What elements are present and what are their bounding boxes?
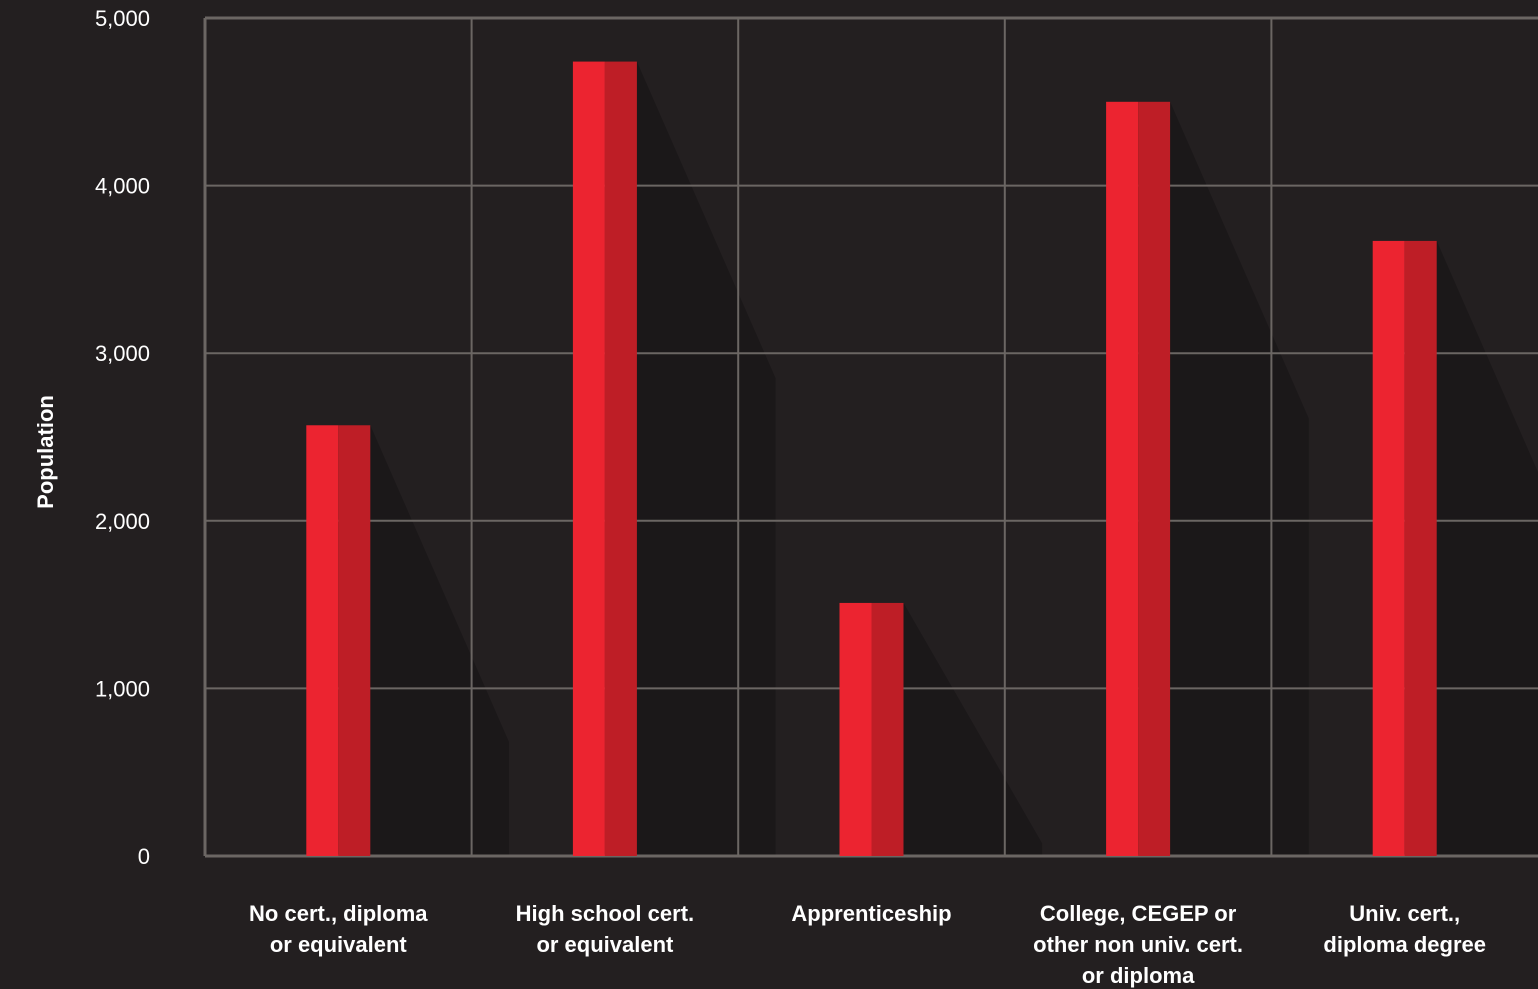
x-tick-label: High school cert. or equivalent xyxy=(516,901,694,957)
bar-face-dark xyxy=(604,61,637,857)
bar-face-dark xyxy=(1138,101,1171,857)
bar-face-light xyxy=(306,425,339,856)
x-tick-label-line: Apprenticeship xyxy=(791,901,951,926)
x-tick-label: Apprenticeship xyxy=(791,901,951,926)
bar-face-dark xyxy=(1404,240,1437,856)
bar xyxy=(1372,240,1437,856)
x-tick-label-line: or equivalent xyxy=(270,932,408,957)
x-tick-label: No cert., diploma or equivalent xyxy=(249,901,428,957)
x-tick-label-line: or diploma xyxy=(1082,963,1195,988)
bars xyxy=(306,61,1437,857)
y-tick-label: 3,000 xyxy=(95,341,150,366)
x-tick-label-line: or equivalent xyxy=(536,932,674,957)
y-tick-label: 1,000 xyxy=(95,676,150,701)
bar xyxy=(839,602,904,856)
bar-shadow xyxy=(903,602,1043,856)
bar-face-light xyxy=(572,61,605,857)
bar-shadow xyxy=(1170,101,1309,857)
x-tick-label-line: High school cert. xyxy=(516,901,694,926)
bar-shadows xyxy=(370,61,1538,857)
x-tick-label-line: Univ. cert., xyxy=(1349,901,1460,926)
bar xyxy=(1106,101,1171,857)
x-tick-label-line: other non univ. cert. xyxy=(1033,932,1243,957)
bar xyxy=(306,425,371,856)
bar-shadow xyxy=(370,425,509,856)
y-axis-label: Population xyxy=(33,395,58,509)
bar xyxy=(572,61,637,857)
x-tick-label: College, CEGEP or other non univ. cert. or… xyxy=(1033,901,1243,988)
x-tick-label-line: No cert., diploma xyxy=(249,901,428,926)
bar-face-dark xyxy=(871,602,904,856)
bar-shadow xyxy=(636,61,776,857)
y-tick-label: 0 xyxy=(138,844,150,869)
y-axis-ticks: 0 1,000 2,000 3,000 4,000 5,000 xyxy=(95,6,150,869)
y-tick-label: 4,000 xyxy=(95,174,150,199)
x-tick-label-line: diploma degree xyxy=(1323,932,1486,957)
bar-face-light xyxy=(839,602,872,856)
x-tick-label: Univ. cert., diploma degree xyxy=(1323,901,1486,957)
x-tick-label-line: College, CEGEP or xyxy=(1040,901,1237,926)
grid-lines xyxy=(203,16,1538,858)
bar-face-dark xyxy=(338,425,371,856)
bar-face-light xyxy=(1372,240,1405,856)
bar-shadow xyxy=(1436,240,1538,856)
bar-face-light xyxy=(1106,101,1139,857)
y-tick-label: 2,000 xyxy=(95,509,150,534)
y-tick-label: 5,000 xyxy=(95,6,150,31)
